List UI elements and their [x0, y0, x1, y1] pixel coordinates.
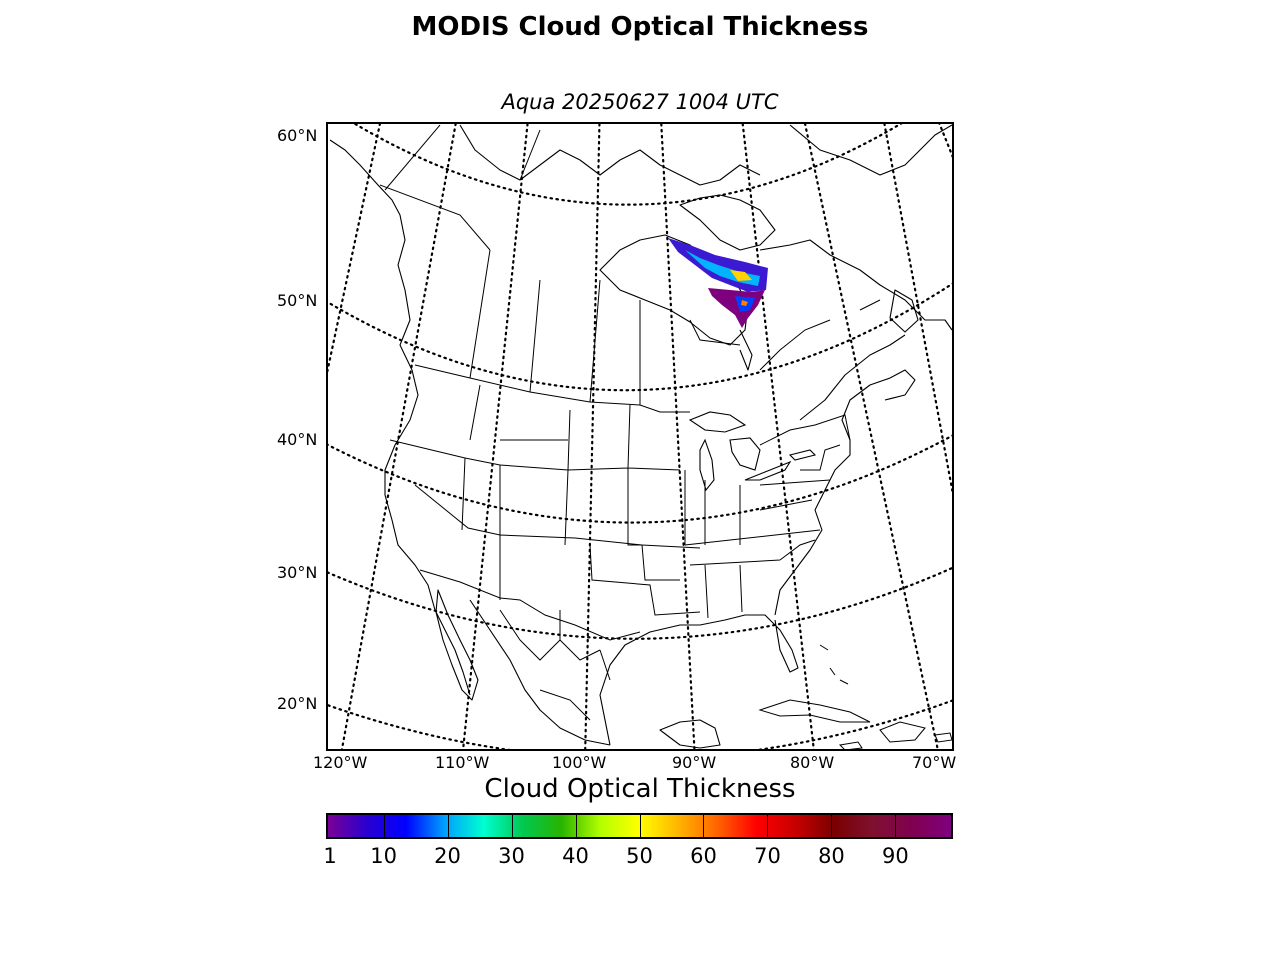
meridian-80w: [741, 123, 815, 750]
ungava: [679, 194, 776, 251]
figure-title: MODIS Cloud Optical Thickness: [411, 12, 869, 42]
cuba: [758, 699, 871, 723]
state-lines: [389, 384, 841, 619]
graticule-meridians: [327, 123, 953, 750]
parallel-40n: [327, 433, 953, 524]
colorbar-tick-label: 40: [562, 844, 589, 868]
gulf-coast: [599, 614, 799, 746]
meridian-120w: [340, 123, 457, 750]
arctic-coast: [459, 124, 761, 186]
swath-south-spots: [741, 300, 748, 306]
newfoundland: [889, 289, 919, 333]
lon-label-110w: 110°W: [435, 753, 490, 772]
colorbar-tick-mark: [447, 815, 449, 837]
meridian-100w: [584, 123, 601, 750]
lake-ontario: [788, 449, 817, 461]
atlantic-coast: [774, 369, 916, 616]
us-mexico-border: [419, 569, 641, 641]
james-bay: [739, 329, 753, 371]
map-frame: [326, 122, 954, 751]
lon-label-80w: 80°W: [790, 753, 835, 772]
colorbar-tick-label: 50: [626, 844, 653, 868]
lake-michigan: [699, 438, 715, 492]
lake-erie: [744, 460, 792, 481]
meridian-130w: [327, 123, 382, 379]
bahamas: [819, 644, 849, 685]
canada-provinces: [379, 124, 881, 405]
coastlines: [329, 124, 953, 749]
colorbar-title: Cloud Optical Thickness: [484, 774, 796, 804]
cloud-optical-thickness-swath: [668, 238, 768, 328]
map-content: [327, 123, 953, 750]
parallel-60n: [351, 123, 905, 206]
political-borders: [379, 124, 881, 721]
lat-label-50n: 50°N: [277, 291, 318, 310]
colorbar-tick-label: 90: [882, 844, 909, 868]
colorbar-tick-mark: [326, 815, 327, 837]
lat-label-20n: 20°N: [277, 694, 318, 713]
colorbar-tick-mark: [383, 815, 385, 837]
hispaniola: [879, 721, 926, 743]
colorbar-tick-label: 1: [323, 844, 337, 868]
great-lakes: [688, 411, 817, 492]
colorbar-tick-label: 70: [754, 844, 781, 868]
lake-superior: [688, 411, 747, 433]
lon-label-70w: 70°W: [912, 753, 957, 772]
caribbean-islands: [758, 644, 953, 750]
swath-north-highlight: [730, 270, 752, 281]
meridian-70w: [803, 123, 940, 750]
colorbar-tick-mark: [895, 815, 897, 837]
baja-california: [435, 589, 479, 701]
lat-label-60n: 60°N: [277, 126, 318, 145]
colorbar-tick-label: 20: [434, 844, 461, 868]
labrador-coast: [759, 239, 953, 331]
lon-label-100w: 100°W: [552, 753, 607, 772]
st-lawrence: [799, 334, 906, 421]
yucatan: [659, 719, 721, 749]
parallel-20n: [327, 699, 953, 750]
colorbar-tick-mark: [511, 815, 513, 837]
baffin-island: [789, 124, 953, 176]
colorbar-tick-mark: [703, 815, 705, 837]
lake-huron: [729, 437, 761, 471]
colorbar-tick-mark: [767, 815, 769, 837]
pacific-coast: [329, 139, 471, 696]
jamaica: [838, 741, 863, 750]
colorbar-tick-label: 30: [498, 844, 525, 868]
colorbar-tick-mark: [831, 815, 833, 837]
meridian-110w: [461, 123, 529, 750]
colorbar-tick-mark: [639, 815, 641, 837]
colorbar-tick-label: 60: [690, 844, 717, 868]
colorbar-tick-label: 80: [818, 844, 845, 868]
parallel-30n: [327, 566, 953, 640]
colorbar-tick-label: 10: [370, 844, 397, 868]
meridian-60w: [883, 123, 953, 501]
meridian-90w: [660, 123, 696, 750]
lon-label-120w: 120°W: [313, 753, 368, 772]
mexico-states: [499, 609, 611, 721]
map-background: [327, 123, 953, 750]
lat-label-40n: 40°N: [277, 430, 318, 449]
lat-label-30n: 30°N: [277, 563, 318, 582]
figure-subtitle: Aqua 20250627 1004 UTC: [501, 90, 779, 114]
lon-label-90w: 90°W: [672, 753, 717, 772]
colorbar-tick-mark: [575, 815, 577, 837]
mexico-west-coast: [469, 599, 611, 746]
